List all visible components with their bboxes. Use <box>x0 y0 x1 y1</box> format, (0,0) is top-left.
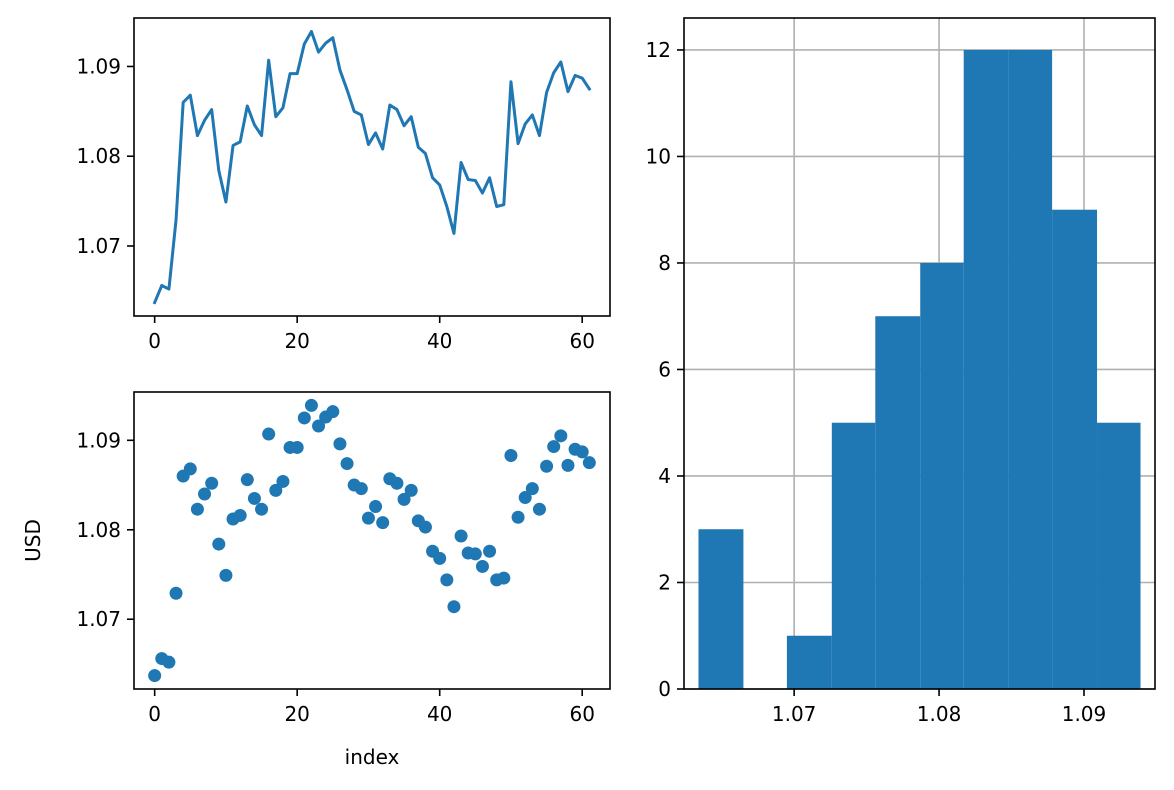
scatter-point <box>312 419 326 433</box>
series-line <box>152 29 592 305</box>
scatter-point <box>483 544 497 558</box>
y-tick-label: 4 <box>658 464 671 488</box>
scatter-point <box>369 500 383 514</box>
scatter-point <box>276 474 290 488</box>
axes-frame <box>683 17 1156 690</box>
scatter-point <box>404 483 418 497</box>
y-tick-label: 8 <box>658 251 671 275</box>
axes-frame <box>133 17 611 317</box>
scatter-point <box>205 476 219 490</box>
scatter-point <box>190 502 204 516</box>
histogram-panel: 1.07 1.08 1.09 0 2 4 6 8 10 12 <box>646 17 1156 726</box>
x-tick-label: 20 <box>284 702 309 726</box>
histogram-bar <box>920 262 964 689</box>
histogram-bar <box>698 529 744 689</box>
scatter-point <box>247 491 261 505</box>
scatter-point <box>433 551 447 565</box>
x-tick-label: 1.09 <box>1062 702 1107 726</box>
axes-frame <box>133 391 611 690</box>
histogram-bar <box>963 49 1009 689</box>
histogram-bar <box>1052 209 1098 689</box>
scatter-point <box>183 462 197 476</box>
x-tick-label: 1.07 <box>772 702 817 726</box>
x-tick-label: 40 <box>427 702 452 726</box>
x-tick-label: 60 <box>569 702 594 726</box>
y-axis-title: USD <box>21 519 45 562</box>
histogram-bar <box>786 635 832 689</box>
y-tick-label: 1.07 <box>76 234 121 258</box>
scatter-chart-panel: 0 20 40 60 1.07 1.08 1.09 index USD <box>21 391 611 769</box>
scatter-point <box>162 655 176 669</box>
scatter-point <box>418 520 432 534</box>
y-tick-label: 6 <box>658 357 671 381</box>
scatter-point <box>326 405 340 419</box>
scatter-point <box>511 510 525 524</box>
scatter-point <box>354 482 368 496</box>
scatter-point <box>397 492 411 506</box>
scatter-point <box>340 457 354 471</box>
histogram-bar <box>875 316 921 689</box>
scatter-point <box>333 437 347 451</box>
x-tick-label: 0 <box>148 702 161 726</box>
y-tick-label: 1.08 <box>76 144 121 168</box>
scatter-point <box>447 600 461 614</box>
scatter-point <box>504 449 518 463</box>
scatter-point <box>582 456 596 470</box>
scatter-point <box>297 411 311 425</box>
scatter-point <box>169 586 183 600</box>
scatter-point <box>532 502 546 516</box>
scatter-point <box>547 440 561 454</box>
scatter-point <box>240 473 254 487</box>
scatter-point <box>561 458 575 472</box>
scatter-point <box>361 511 375 525</box>
y-tick-label: 1.07 <box>76 607 121 631</box>
scatter-point <box>518 491 532 505</box>
scatter-point <box>376 516 390 530</box>
x-tick-label: 0 <box>148 329 161 353</box>
line-chart-panel: 0 20 40 60 1.07 1.08 1.09 <box>76 17 611 353</box>
scatter-point <box>304 398 318 412</box>
scatter-point <box>540 459 554 473</box>
scatter-point <box>475 559 489 573</box>
scatter-point <box>554 429 568 443</box>
y-tick-label: 1.08 <box>76 518 121 542</box>
scatter-point <box>390 476 404 490</box>
scatter-point <box>575 445 589 459</box>
x-tick-label: 60 <box>569 329 594 353</box>
x-axis-title: index <box>345 745 400 769</box>
scatter-point <box>468 547 482 561</box>
histogram-bar <box>1097 422 1141 689</box>
x-tick-label: 20 <box>284 329 309 353</box>
x-tick-label: 40 <box>427 329 452 353</box>
y-tick-label: 1.09 <box>76 54 121 78</box>
y-tick-label: 10 <box>646 144 671 168</box>
scatter-point <box>212 537 226 551</box>
scatter-point <box>219 568 233 582</box>
scatter-point <box>198 487 212 501</box>
y-tick-label: 1.09 <box>76 428 121 452</box>
x-tick-label: 1.08 <box>917 702 962 726</box>
y-tick-label: 0 <box>658 677 671 701</box>
scatter-point <box>269 483 283 497</box>
scatter-point <box>262 427 276 441</box>
scatter-point <box>440 573 454 587</box>
scatter-point <box>255 502 269 516</box>
scatter-point <box>525 482 539 496</box>
histogram-bar <box>1008 49 1053 689</box>
scatter-point <box>497 571 511 585</box>
y-tick-label: 2 <box>658 570 671 594</box>
scatter-point <box>454 529 468 543</box>
scatter-point <box>148 669 162 683</box>
scatter-point <box>233 508 247 522</box>
scatter-point <box>290 440 304 454</box>
y-tick-label: 12 <box>646 38 671 62</box>
histogram-bar <box>831 422 876 689</box>
